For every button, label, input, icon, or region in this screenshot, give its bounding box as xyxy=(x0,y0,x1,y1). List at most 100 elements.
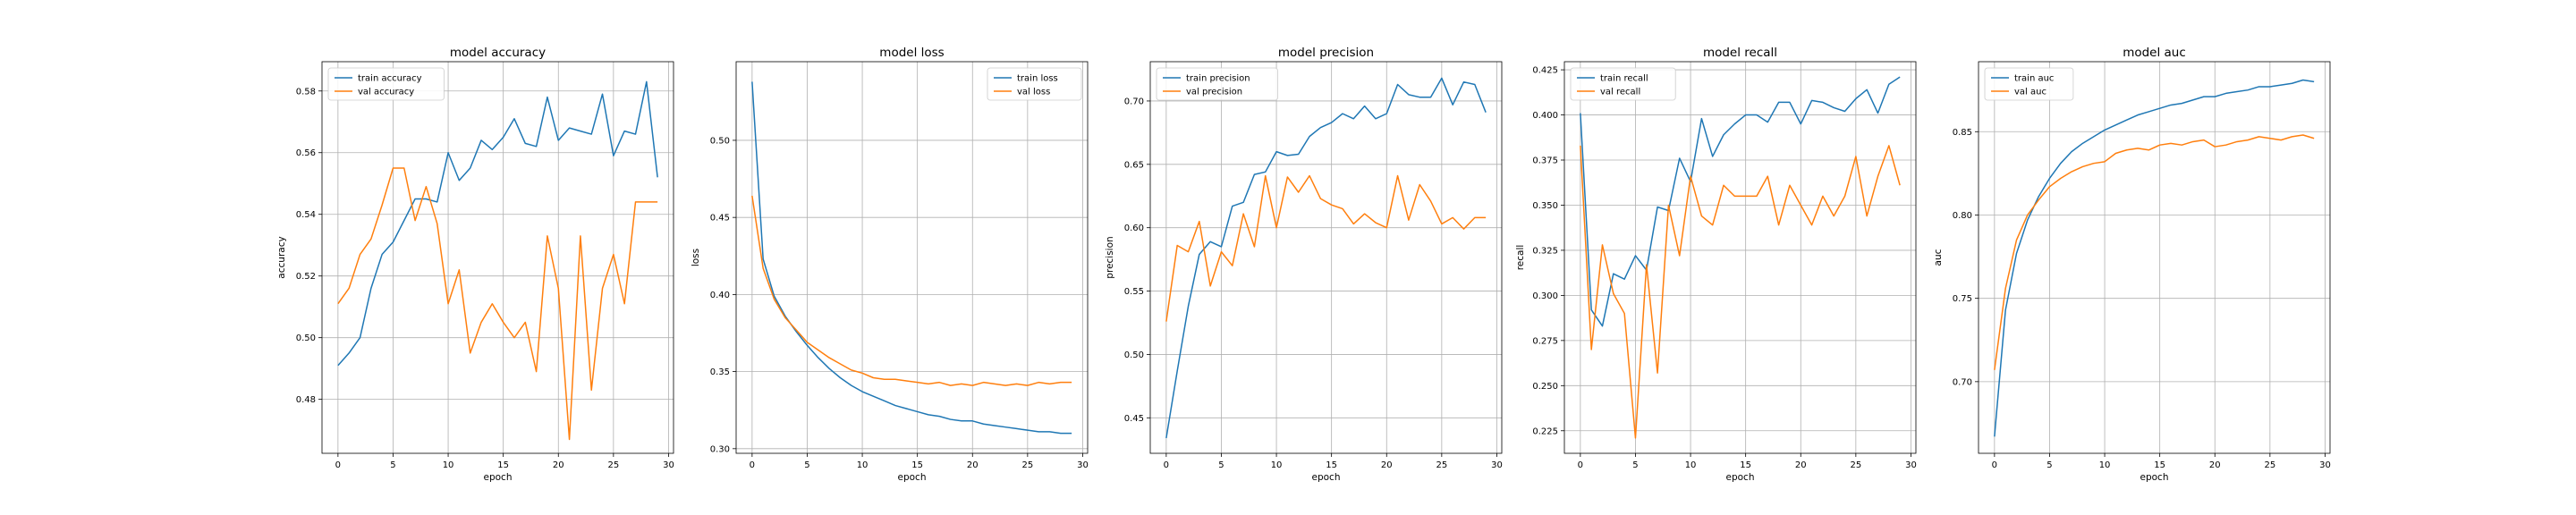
subplot-model-accuracy: 0 5 10 15 20 25 30 0.48 0.50 0.52 0.54 0.56 0.58 mode… xyxy=(276,46,674,483)
x-tick-label: 30 xyxy=(1077,460,1089,470)
legend: train accuracy val accuracy xyxy=(327,67,445,101)
y-tick-label: 0.325 xyxy=(1532,246,1558,256)
y-tick-label: 0.250 xyxy=(1532,382,1558,392)
x-tick-label: 30 xyxy=(1491,460,1503,470)
y-tick-label: 0.56 xyxy=(296,148,316,158)
x-tick-label: 0 xyxy=(1992,460,1997,470)
y-tick-label: 0.50 xyxy=(710,136,730,146)
x-tick-label: 30 xyxy=(2319,460,2331,470)
x-tick-label: 0 xyxy=(1578,460,1583,470)
legend: train recall val recall xyxy=(1570,67,1676,101)
chart-title: model recall xyxy=(1703,46,1777,60)
x-tick-label: 5 xyxy=(390,460,395,470)
y-tick-label: 0.50 xyxy=(1124,350,1144,360)
series-line-train-precision xyxy=(1165,77,1487,439)
y-axis-label: auc xyxy=(1933,249,1944,266)
subplot-model-recall: 0 5 10 15 20 25 30 0.225 0.250 0.275 0.300 0.325 0.3… xyxy=(1515,46,1917,483)
x-tick-label: 15 xyxy=(2154,460,2165,470)
y-tick-label: 0.50 xyxy=(296,333,316,343)
x-tick-label: 10 xyxy=(2099,460,2111,470)
x-tick-label: 20 xyxy=(1381,460,1393,470)
y-tick-label: 0.70 xyxy=(1124,97,1144,106)
y-axis-label: loss xyxy=(691,249,701,266)
x-tick-label: 10 xyxy=(857,460,869,470)
y-tick-label: 0.48 xyxy=(296,395,316,405)
y-tick-label: 0.45 xyxy=(1124,414,1144,424)
series-line-train-loss xyxy=(751,81,1072,435)
x-tick-label: 25 xyxy=(1436,460,1447,470)
y-tick-label: 0.75 xyxy=(1953,294,1972,304)
x-tick-label: 25 xyxy=(607,460,619,470)
legend-label: val recall xyxy=(1600,88,1640,97)
chart-title: model loss xyxy=(879,46,944,60)
y-tick-label: 0.40 xyxy=(710,291,730,300)
legend-box xyxy=(1984,67,2074,101)
y-tick-label: 0.55 xyxy=(1124,287,1144,297)
subplot-model-precision: 0 5 10 15 20 25 30 0.45 0.50 0.55 0.60 0.65 0.70 mode… xyxy=(1105,46,1503,483)
x-tick-label: 10 xyxy=(1271,460,1283,470)
legend: train loss val loss xyxy=(987,67,1082,101)
legend-box xyxy=(1156,67,1278,101)
legend-label: train precision xyxy=(1186,74,1250,84)
y-tick-label: 0.425 xyxy=(1532,66,1558,76)
y-tick-label: 0.54 xyxy=(296,210,316,220)
x-tick-label: 25 xyxy=(1021,460,1033,470)
legend-label: train auc xyxy=(2014,74,2054,84)
x-tick-label: 20 xyxy=(2209,460,2221,470)
x-axis-label: epoch xyxy=(898,472,927,483)
series-line-train-auc xyxy=(1994,79,2315,437)
x-tick-label: 25 xyxy=(2264,460,2275,470)
y-tick-label: 0.350 xyxy=(1532,201,1558,211)
x-tick-label: 10 xyxy=(443,460,454,470)
x-axis-label: epoch xyxy=(1726,472,1755,483)
legend-label: train accuracy xyxy=(358,74,422,84)
axes-frame xyxy=(735,61,1089,454)
x-tick-label: 5 xyxy=(1632,460,1638,470)
x-tick-label: 30 xyxy=(663,460,674,470)
legend-label: val precision xyxy=(1186,88,1242,97)
y-tick-label: 0.85 xyxy=(1953,128,1972,138)
x-tick-label: 15 xyxy=(497,460,509,470)
y-tick-label: 0.225 xyxy=(1532,426,1558,436)
x-tick-label: 0 xyxy=(335,460,341,470)
y-tick-label: 0.275 xyxy=(1532,336,1558,346)
x-tick-label: 10 xyxy=(1685,460,1697,470)
y-tick-label: 0.65 xyxy=(1124,160,1144,170)
x-tick-label: 15 xyxy=(1740,460,1751,470)
y-axis-label: recall xyxy=(1515,245,1526,271)
legend: train auc val auc xyxy=(1984,67,2074,101)
legend-label: val loss xyxy=(1017,88,1050,97)
series-line-val-accuracy xyxy=(337,167,658,441)
y-tick-label: 0.58 xyxy=(296,87,316,97)
x-tick-label: 20 xyxy=(967,460,979,470)
y-tick-label: 0.35 xyxy=(710,367,730,377)
chart-title: model precision xyxy=(1278,46,1374,60)
y-axis-label: precision xyxy=(1105,236,1115,278)
y-tick-label: 0.80 xyxy=(1953,211,1972,221)
y-tick-label: 0.52 xyxy=(296,272,316,282)
legend-label: train loss xyxy=(1017,74,1058,84)
axes-frame xyxy=(1563,61,1917,454)
x-tick-label: 5 xyxy=(804,460,809,470)
y-tick-label: 0.60 xyxy=(1124,224,1144,233)
legend-box xyxy=(1570,67,1676,101)
y-tick-label: 0.300 xyxy=(1532,291,1558,301)
y-tick-label: 0.375 xyxy=(1532,156,1558,166)
y-tick-label: 0.30 xyxy=(710,444,730,454)
axes-frame xyxy=(1978,61,2331,454)
x-tick-label: 25 xyxy=(1850,460,1861,470)
series-line-val-auc xyxy=(1994,134,2315,370)
x-tick-label: 20 xyxy=(553,460,564,470)
chart-title: model accuracy xyxy=(450,46,546,60)
chart-title: model auc xyxy=(2123,46,2186,60)
x-axis-label: epoch xyxy=(2140,472,2169,483)
x-tick-label: 15 xyxy=(911,460,923,470)
series-line-val-precision xyxy=(1165,174,1487,322)
legend-box xyxy=(327,67,445,101)
x-tick-label: 0 xyxy=(750,460,755,470)
series-line-val-loss xyxy=(751,195,1072,386)
x-tick-label: 5 xyxy=(1218,460,1224,470)
x-axis-label: epoch xyxy=(484,472,513,483)
legend: train precision val precision xyxy=(1156,67,1278,101)
